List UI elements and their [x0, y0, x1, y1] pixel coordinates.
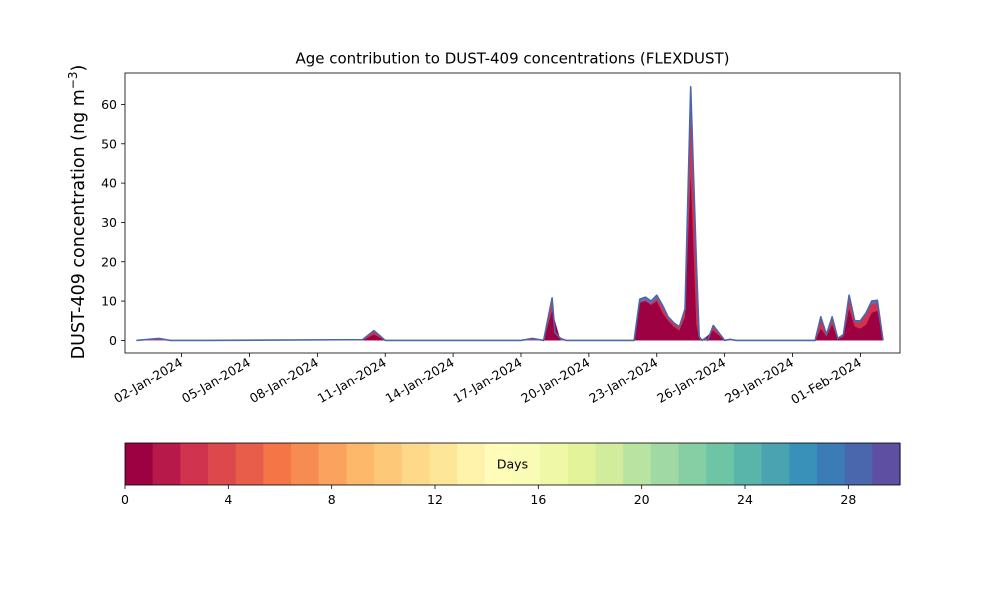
- colorbar-segment: [872, 443, 901, 485]
- x-tick-label: 17-Jan-2024: [451, 355, 525, 406]
- colorbar-segment: [152, 443, 181, 485]
- plot-area: 0 10 20 30 40 50 60 02-Jan-202405-Jan-202408-Ja…: [101, 72, 901, 407]
- y-axis-label-exponent: −3: [66, 71, 80, 89]
- colorbar-segment: [401, 443, 431, 485]
- area-mid-ages: [136, 104, 884, 341]
- colorbar: 0 4 8 12 16 20 24 28 Days: [121, 442, 901, 507]
- y-axis-label-main: DUST-409 concentration (ng m: [69, 89, 89, 359]
- colorbar-segment: [733, 443, 763, 485]
- colorbar-segment: [457, 443, 486, 485]
- colorbar-segment: [595, 443, 624, 485]
- line-total-concentration: [136, 85, 884, 342]
- y-tick-label: 30: [101, 215, 117, 230]
- colorbar-tick-label: 0: [121, 492, 129, 507]
- colorbar-segment: [263, 443, 292, 485]
- colorbar-segment: [567, 443, 597, 485]
- colorbar-segment: [235, 443, 264, 485]
- colorbar-label: Days: [497, 457, 528, 472]
- plot-frame: [124, 72, 901, 354]
- colorbar-segment: [761, 443, 790, 485]
- x-tick-label: 14-Jan-2024: [383, 355, 457, 406]
- colorbar-segment: [180, 443, 209, 485]
- y-tick-label: 40: [101, 176, 117, 191]
- area-total-older-ages: [136, 86, 884, 341]
- colorbar-segment: [125, 443, 154, 485]
- colorbar-tick-label: 28: [840, 492, 856, 507]
- y-tick-label: 50: [101, 136, 117, 151]
- colorbar-segment: [512, 443, 541, 485]
- y-axis-label-close: ): [69, 65, 89, 72]
- y-axis-label: DUST-409 concentration (ng m−3): [66, 65, 89, 360]
- colorbar-tick-label: 24: [737, 492, 753, 507]
- colorbar-tick-label: 16: [530, 492, 546, 507]
- x-tick-label: 08-Jan-2024: [247, 355, 321, 406]
- x-tick-label: 23-Jan-2024: [586, 355, 660, 406]
- y-tick-label: 60: [101, 97, 117, 112]
- svg-text:DUST-409 concentration (ng m−3: DUST-409 concentration (ng m−3): [66, 65, 89, 360]
- colorbar-segment: [374, 443, 403, 485]
- colorbar-segment: [623, 443, 652, 485]
- y-tick-label: 10: [101, 294, 117, 309]
- x-tick-label: 20-Jan-2024: [518, 355, 592, 406]
- colorbar-tick-label: 8: [328, 492, 336, 507]
- colorbar-frame: [124, 442, 901, 486]
- colorbar-segment: [678, 443, 707, 485]
- x-tick-label: 01-Feb-2024: [788, 355, 864, 407]
- colorbar-segment: [706, 443, 735, 485]
- x-tick-label: 05-Jan-2024: [179, 355, 253, 406]
- colorbar-tick-label: 20: [634, 492, 650, 507]
- colorbar-segment: [291, 443, 320, 485]
- colorbar-segment: [540, 443, 569, 485]
- colorbar-segment: [844, 443, 873, 485]
- colorbar-segment: [346, 443, 375, 485]
- x-tick-label: 26-Jan-2024: [654, 355, 728, 406]
- colorbar-segment: [650, 443, 680, 485]
- colorbar-segment: [318, 443, 348, 485]
- y-tick-label: 0: [109, 333, 117, 348]
- colorbar-tick-label: 4: [224, 492, 232, 507]
- x-tick-label: 11-Jan-2024: [315, 355, 389, 406]
- area-youngest-ages: [136, 175, 884, 341]
- colorbar-segment: [816, 443, 846, 485]
- colorbar-tick-label: 12: [427, 492, 443, 507]
- colorbar-segment: [208, 443, 237, 485]
- chart-title: Age contribution to DUST-409 concentrati…: [295, 50, 729, 68]
- x-tick-label: 29-Jan-2024: [722, 355, 796, 406]
- colorbar-segment: [789, 443, 818, 485]
- colorbar-segment: [484, 443, 514, 485]
- x-tick-label: 02-Jan-2024: [111, 355, 185, 406]
- y-tick-label: 20: [101, 254, 117, 269]
- colorbar-segment: [429, 443, 458, 485]
